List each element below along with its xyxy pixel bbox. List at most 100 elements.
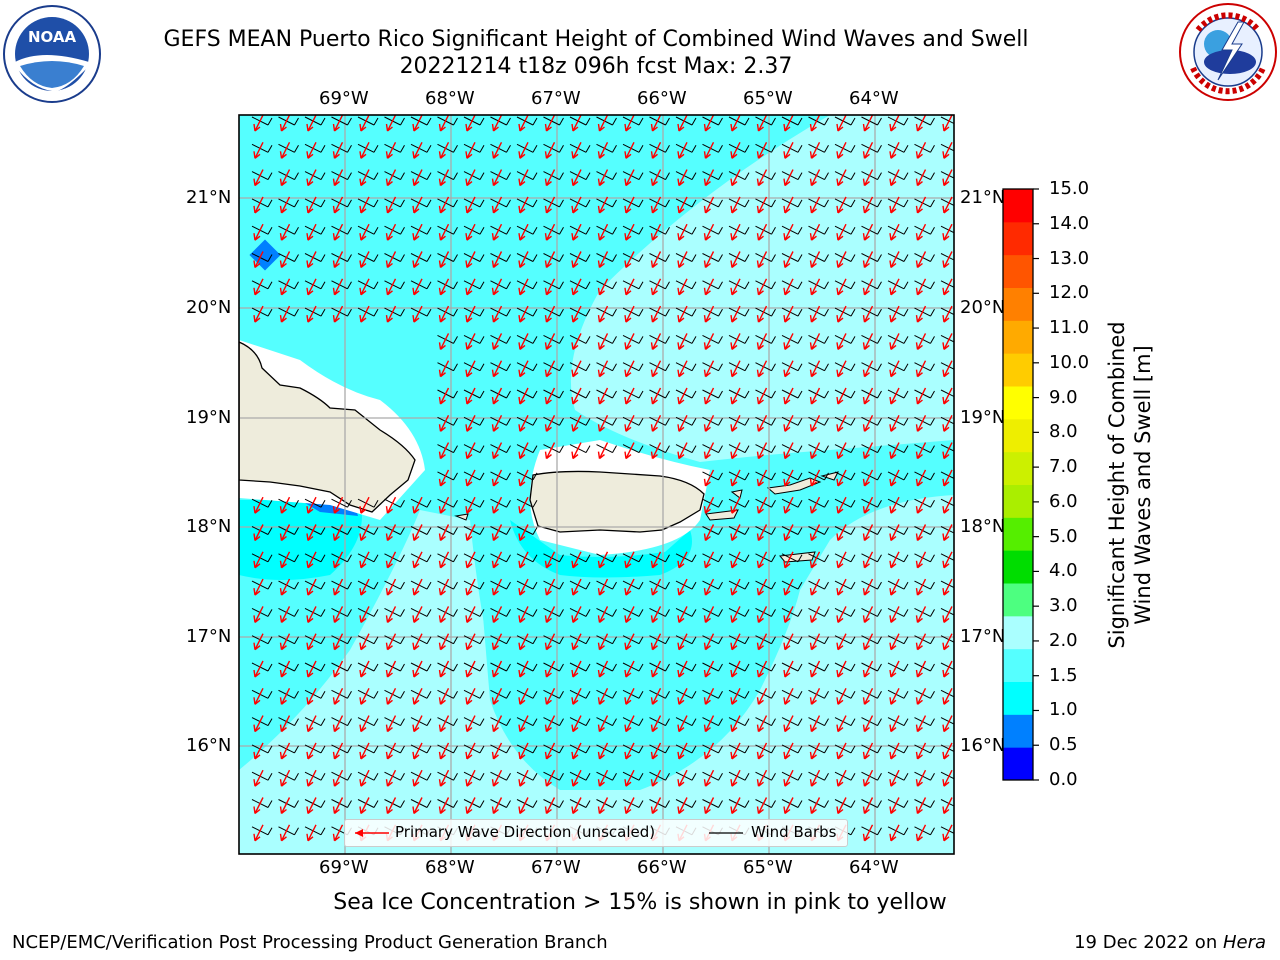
wave-direction-arrow (915, 278, 927, 296)
wave-direction-arrow (809, 387, 821, 405)
wave-direction-arrow (730, 196, 741, 214)
wave-direction-arrow (279, 715, 291, 733)
lat-label-right-16: 16°N (960, 735, 1006, 756)
wave-direction-arrow (279, 278, 291, 296)
wave-direction-arrow (730, 742, 741, 760)
wave-direction-arrow (571, 633, 582, 651)
wave-direction-arrow (862, 824, 874, 842)
wave-direction-arrow (571, 442, 582, 460)
wave-direction-arrow (730, 305, 741, 323)
wave-direction-arrow (359, 278, 370, 296)
wave-direction-arrow (253, 769, 264, 787)
wave-direction-arrow (624, 715, 635, 733)
wave-direction-arrow (491, 115, 503, 132)
wave-direction-arrow (306, 633, 317, 651)
wave-direction-arrow (465, 414, 476, 432)
wave-direction-arrow (809, 251, 821, 269)
wave-direction-arrow (491, 278, 503, 296)
wave-direction-arrow (756, 496, 768, 514)
wave-direction-arrow (465, 169, 476, 187)
wave-direction-arrow (571, 715, 582, 733)
colorbar-tick-label: 8.0 (1049, 421, 1078, 443)
wave-direction-arrow (915, 115, 927, 132)
wave-direction-arrow (332, 715, 344, 733)
wave-direction-arrow (783, 333, 794, 350)
wave-direction-arrow (412, 769, 423, 787)
wave-direction-arrow (915, 414, 927, 432)
wave-direction-arrow (491, 305, 503, 323)
wave-direction-arrow (491, 196, 503, 214)
wave-direction-arrow (650, 387, 662, 405)
wave-direction-arrow (889, 551, 900, 569)
lon-label-top-64: 64°W (849, 88, 899, 109)
wave-direction-arrow (915, 251, 927, 269)
wave-direction-arrow (942, 687, 953, 705)
wave-direction-arrow (332, 141, 344, 159)
wave-direction-arrow (438, 633, 450, 651)
wave-direction-arrow (412, 715, 423, 733)
wave-direction-arrow (809, 633, 821, 651)
wave-direction-arrow (253, 251, 264, 269)
wave-direction-arrow (862, 687, 874, 705)
wave-direction-arrow (544, 633, 556, 651)
wave-direction-arrow (253, 141, 264, 159)
wave-direction-arrow (571, 797, 582, 815)
wave-direction-arrow (650, 360, 662, 378)
wave-direction-arrow (703, 360, 715, 378)
map-legend: Primary Wave Direction (unscaled) Wind B… (344, 819, 848, 847)
colorbar-tick-label: 1.5 (1049, 664, 1078, 686)
wave-direction-arrow (915, 715, 927, 733)
wave-direction-arrow (438, 223, 450, 241)
wave-direction-arrow (385, 251, 397, 269)
colorbar-tick-label: 13.0 (1049, 247, 1090, 269)
wave-direction-arrow (438, 196, 450, 214)
colorbar-tick-label: 0.0 (1049, 769, 1078, 790)
wave-direction-arrow (544, 742, 556, 760)
wave-direction-arrow (571, 196, 582, 214)
wave-direction-arrow (703, 769, 715, 787)
wave-direction-arrow (518, 141, 529, 159)
wave-direction-arrow (915, 687, 927, 705)
wave-direction-arrow (756, 141, 768, 159)
colorbar-segment (1003, 648, 1033, 682)
wave-direction-arrow (359, 742, 370, 760)
wave-direction-arrow (385, 797, 397, 815)
wave-direction-arrow (836, 387, 847, 405)
wave-direction-arrow (412, 524, 423, 542)
wave-direction-arrow (809, 715, 821, 733)
wave-direction-arrow (836, 333, 847, 350)
wave-direction-arrow (836, 715, 847, 733)
nws-logo (1179, 3, 1277, 101)
wave-direction-arrow (412, 251, 423, 269)
wave-direction-arrow (332, 769, 344, 787)
wave-direction-arrow (783, 414, 794, 432)
wave-direction-arrow (359, 715, 370, 733)
wave-direction-arrow (491, 660, 503, 678)
wave-direction-arrow (730, 551, 741, 569)
lon-label-top-68: 68°W (425, 88, 475, 109)
colorbar-tick-label: 0.5 (1049, 734, 1078, 756)
wave-direction-arrow (597, 115, 609, 132)
wave-direction-arrow (571, 606, 582, 623)
wave-direction-arrow (385, 196, 397, 214)
wave-direction-arrow (756, 414, 768, 432)
wave-direction-arrow (783, 196, 794, 214)
lat-label-right-20: 20°N (960, 297, 1006, 318)
wave-direction-arrow (650, 551, 662, 569)
wave-direction-arrow (332, 196, 344, 214)
wave-direction-arrow (332, 824, 344, 842)
wave-direction-arrow (783, 742, 794, 760)
wave-direction-arrow (332, 797, 344, 815)
wave-direction-arrow (359, 769, 370, 787)
wave-direction-arrow (306, 496, 317, 514)
footer-branch: NCEP/EMC/Verification Post Processing Pr… (12, 932, 608, 953)
wave-direction-arrow (624, 333, 635, 350)
wave-direction-arrow (438, 278, 450, 296)
wave-direction-arrow (412, 606, 423, 623)
wave-direction-arrow (650, 578, 662, 596)
wave-direction-arrow (518, 578, 529, 596)
wave-direction-arrow (253, 633, 264, 651)
wave-direction-arrow (915, 387, 927, 405)
wave-direction-arrow (465, 524, 476, 542)
wave-direction-arrow (253, 524, 264, 542)
